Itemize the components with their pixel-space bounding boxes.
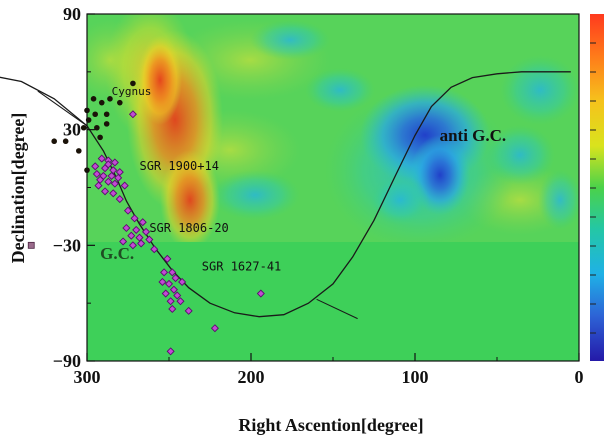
y-axis-label: Declination[degree]	[8, 113, 28, 264]
source-diamond	[107, 171, 116, 180]
source-dot	[62, 138, 69, 145]
source-diamond	[96, 175, 105, 184]
source-dot	[117, 99, 123, 106]
source-dot	[103, 121, 110, 127]
annotation-sgr-1900-14: SGR 1900+14	[139, 159, 218, 173]
x-tick-label: 300	[74, 367, 101, 387]
source-diamond	[138, 218, 147, 227]
source-diamond	[104, 160, 113, 169]
significance-map	[87, 14, 579, 361]
source-diamond	[122, 223, 131, 233]
source-diamond	[160, 268, 169, 277]
plane-branch-lower	[316, 298, 358, 320]
y-tick-label: −30	[53, 235, 81, 255]
source-diamond	[91, 162, 100, 171]
source-diamond	[127, 231, 136, 240]
source-diamond	[184, 306, 193, 315]
source-diamond	[163, 254, 172, 263]
x-tick-label: 100	[402, 367, 429, 387]
source-diamond	[142, 227, 151, 236]
annotation-sgr-1806-20: SGR 1806-20	[149, 221, 228, 235]
source-diamond	[256, 289, 265, 298]
source-diamond	[169, 285, 178, 294]
source-dot	[130, 80, 136, 87]
source-diamond	[104, 177, 113, 186]
source-diamond	[119, 237, 128, 246]
source-diamond	[123, 206, 133, 215]
x-axis-label: Right Ascention[degree]	[238, 415, 423, 435]
source-dot	[97, 134, 103, 141]
source-diamond	[173, 291, 182, 300]
source-diamond	[101, 187, 110, 196]
source-diamond	[128, 110, 137, 119]
source-diamond	[178, 277, 187, 286]
y-tick-label: 90	[63, 4, 81, 24]
source-diamond	[210, 324, 219, 333]
colorbar	[590, 14, 604, 361]
annotation-g-c: G.C.	[100, 244, 134, 263]
source-dot	[90, 96, 97, 102]
source-diamond	[176, 297, 185, 306]
source-diamond	[120, 181, 129, 190]
source-diamond	[168, 268, 177, 277]
source-diamond	[166, 297, 175, 306]
annotation-anti-g-c: anti G.C.	[440, 126, 507, 145]
source-dot	[80, 124, 87, 131]
y-tick-label: −90	[53, 351, 81, 371]
source-diamond	[109, 189, 118, 198]
source-diamond	[132, 225, 141, 234]
source-dot	[51, 138, 57, 145]
source-diamond	[164, 279, 174, 288]
axes: 300 200 100 0 90 30 −30 −90	[53, 4, 584, 387]
source-dot	[76, 148, 82, 154]
source-diamond	[166, 347, 175, 356]
source-diamond	[94, 181, 103, 190]
source-diamond	[150, 245, 159, 254]
source-diamond	[161, 289, 170, 298]
source-diamond	[137, 239, 146, 248]
source-dot	[94, 124, 100, 131]
source-dot	[98, 99, 105, 106]
source-diamond	[92, 169, 101, 179]
source-diamond	[115, 195, 124, 204]
annotation-sgr-1627-41: SGR 1627-41	[202, 259, 281, 273]
source-diamond	[128, 241, 137, 250]
x-tick-label: 0	[575, 367, 584, 387]
source-diamond	[97, 154, 106, 163]
plane-branch-upper	[37, 90, 88, 127]
source-markers	[27, 80, 265, 356]
source-diamond	[171, 274, 180, 283]
y-tick-label: 30	[63, 120, 81, 140]
source-diamond	[145, 235, 154, 244]
source-diamond	[158, 277, 167, 286]
source-diamond	[114, 173, 123, 182]
x-tick-label: 200	[238, 367, 265, 387]
source-dot	[103, 111, 110, 118]
annotation-cygnus: Cygnus	[112, 85, 152, 98]
source-square	[27, 241, 35, 249]
source-diamond	[110, 158, 119, 167]
source-diamond	[168, 304, 177, 313]
annotations: Cygnus SGR 1900+14 SGR 1806-20 SGR 1627-41 G…	[100, 85, 506, 273]
source-diamond	[130, 214, 139, 223]
source-dot	[107, 96, 113, 102]
source-diamond	[110, 179, 119, 188]
source-dot	[92, 111, 98, 118]
